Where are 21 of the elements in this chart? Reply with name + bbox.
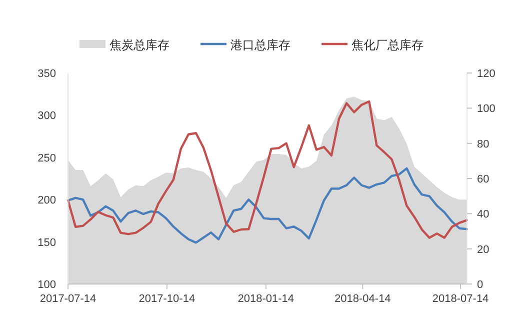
y2-tick-label: 60 <box>477 174 490 186</box>
y-tick-label: 100 <box>38 279 56 291</box>
legend-label: 焦化厂总库存 <box>352 38 424 52</box>
x-tick-label: 2018-01-14 <box>238 293 294 305</box>
y2-tick-label: 120 <box>477 68 496 80</box>
y-tick-label: 250 <box>38 152 56 164</box>
y2-tick-label: 0 <box>477 279 484 291</box>
y-tick-label: 200 <box>38 194 56 207</box>
y-tick-label: 350 <box>38 68 56 80</box>
y-tick-label: 150 <box>38 236 56 249</box>
y2-tick-label: 40 <box>477 208 490 221</box>
legend-label: 港口总库存 <box>230 38 290 52</box>
y2-tick-label: 100 <box>477 103 496 116</box>
x-tick-label: 2017-07-14 <box>40 293 96 305</box>
x-tick-label: 2017-10-14 <box>138 293 196 305</box>
x-tick-label: 2018-04-14 <box>334 293 391 305</box>
y2-tick-label: 20 <box>477 244 490 256</box>
legend-label: 焦炭总库存 <box>110 38 170 52</box>
y2-tick-label: 80 <box>477 138 490 150</box>
x-tick-label: 2018-07-14 <box>432 293 489 305</box>
y-tick-label: 300 <box>38 110 56 122</box>
